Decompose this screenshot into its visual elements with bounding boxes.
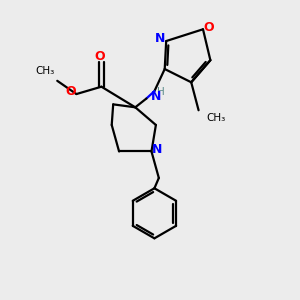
Text: N: N	[152, 142, 162, 156]
Text: O: O	[94, 50, 105, 63]
Text: H: H	[157, 87, 165, 97]
Text: CH₃: CH₃	[206, 113, 225, 123]
Text: O: O	[66, 85, 76, 98]
Text: N: N	[151, 90, 162, 103]
Text: O: O	[203, 21, 214, 34]
Text: CH₃: CH₃	[35, 66, 54, 76]
Text: N: N	[154, 32, 165, 45]
